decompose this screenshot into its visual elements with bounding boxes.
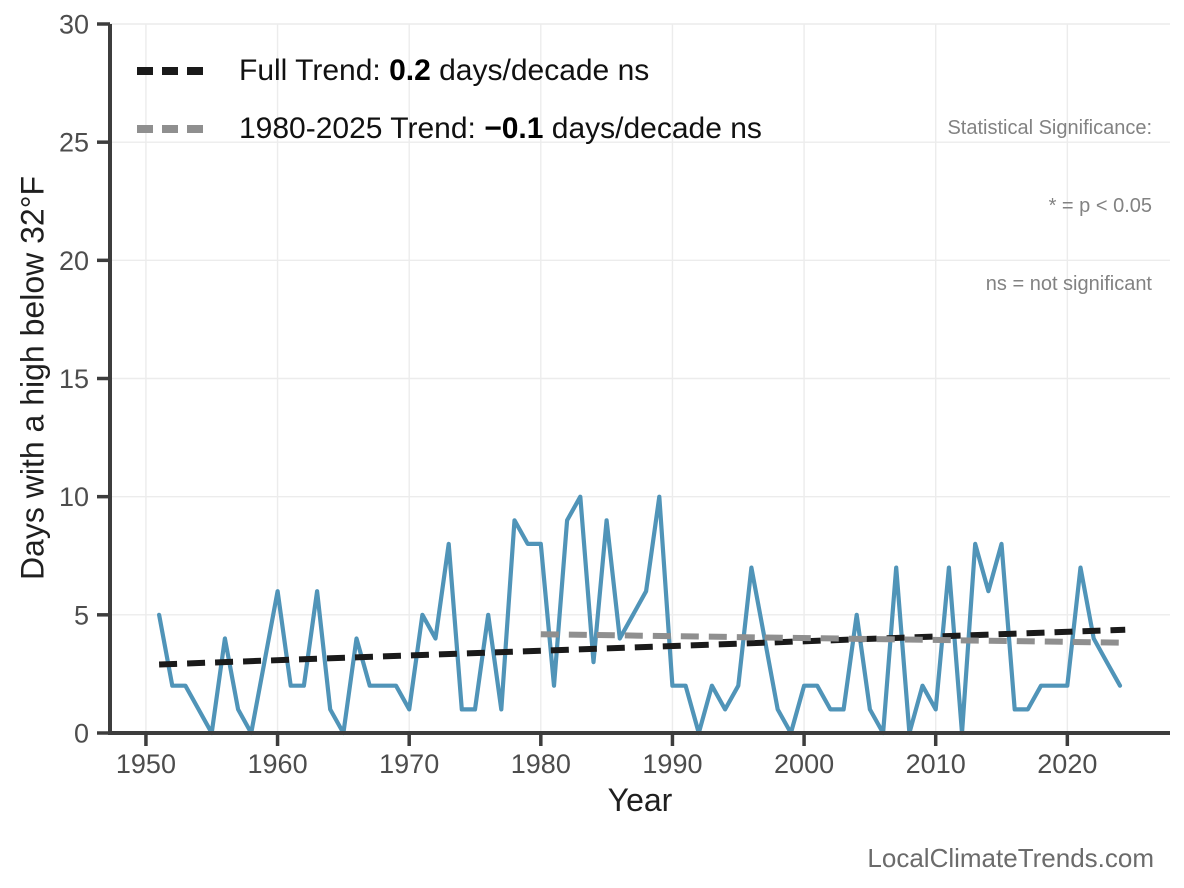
legend-row-full-trend: Full Trend: 0.2 days/decade ns [137,54,762,88]
observed-data-line [157,494,1123,736]
full-trend-line [158,626,1126,668]
y-tick-label: 5 [74,600,89,630]
recent-trend-line [540,631,1126,646]
y-tick-label: 30 [59,10,89,40]
legend: Full Trend: 0.2 days/decade ns 1980-2025… [137,54,762,146]
significance-note-star: * = p < 0.05 [1048,195,1152,217]
legend-row-recent-trend: 1980-2025 Trend: −0.1 days/decade ns [137,112,762,146]
y-axis-title: Days with a high below 32°F [14,175,51,581]
significance-note-ns: ns = not significant [985,273,1152,295]
y-tick-label: 15 [59,364,89,394]
y-tick-label: 10 [59,482,89,512]
x-tick-label: 1950 [116,749,176,779]
significance-note-title: Statistical Significance: [947,117,1152,139]
x-tick-label: 2010 [906,749,966,779]
x-tick-label: 2000 [774,749,834,779]
recent-trend-dash-swatch [137,125,205,133]
y-tick-label: 25 [59,128,89,158]
x-tick-label: 1970 [379,749,439,779]
legend-label-recent-trend: 1980-2025 Trend: −0.1 days/decade ns [239,112,762,145]
y-tick-label: 20 [59,246,89,276]
x-tick-label: 1980 [511,749,571,779]
x-tick-label: 1990 [642,749,702,779]
significance-note: Statistical Significance: * = p < 0.05 n… [947,63,1152,349]
y-tick-label: 0 [74,719,89,749]
x-tick-label: 1960 [248,749,308,779]
legend-label-full-trend: Full Trend: 0.2 days/decade ns [239,54,650,87]
full-trend-dash-swatch [137,67,205,75]
x-tick-label: 2020 [1037,749,1097,779]
x-axis-title: Year [607,782,673,818]
site-attribution: LocalClimateTrends.com [867,843,1154,873]
